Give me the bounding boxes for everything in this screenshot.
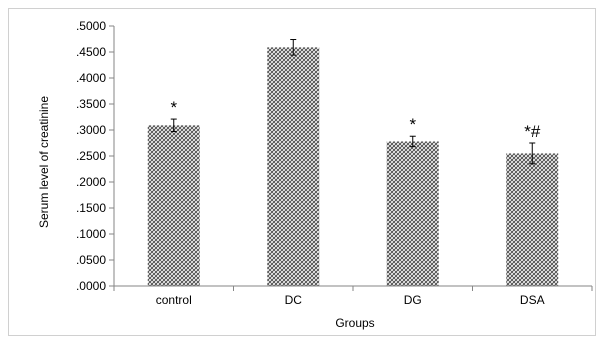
y-tick-label: .1500 — [76, 201, 106, 215]
y-tick-label: .0000 — [76, 279, 106, 293]
y-tick-label: .2500 — [76, 149, 106, 163]
significance-marker: *# — [524, 122, 541, 141]
significance-marker: * — [170, 98, 177, 117]
y-tick-label: .3500 — [76, 97, 106, 111]
y-tick-label: .5000 — [76, 19, 106, 33]
y-tick-label: .0500 — [76, 253, 106, 267]
x-tick-label: DC — [285, 293, 303, 307]
x-tick-label: DG — [404, 293, 422, 307]
y-tick-label: .4000 — [76, 71, 106, 85]
bar-dc — [267, 47, 320, 286]
x-tick-label: control — [156, 293, 192, 307]
y-axis-title: Serum level of creatinine — [37, 96, 51, 228]
y-tick-label: .3000 — [76, 123, 106, 137]
x-axis-title: Groups — [335, 316, 374, 330]
bar-dsa — [506, 153, 559, 286]
y-tick-label: .1000 — [76, 227, 106, 241]
bar-dg — [386, 141, 439, 286]
significance-marker: * — [409, 115, 416, 134]
y-tick-label: .4500 — [76, 45, 106, 59]
bar-control — [147, 125, 200, 286]
y-tick-label: .2000 — [76, 175, 106, 189]
x-tick-label: DSA — [520, 293, 545, 307]
